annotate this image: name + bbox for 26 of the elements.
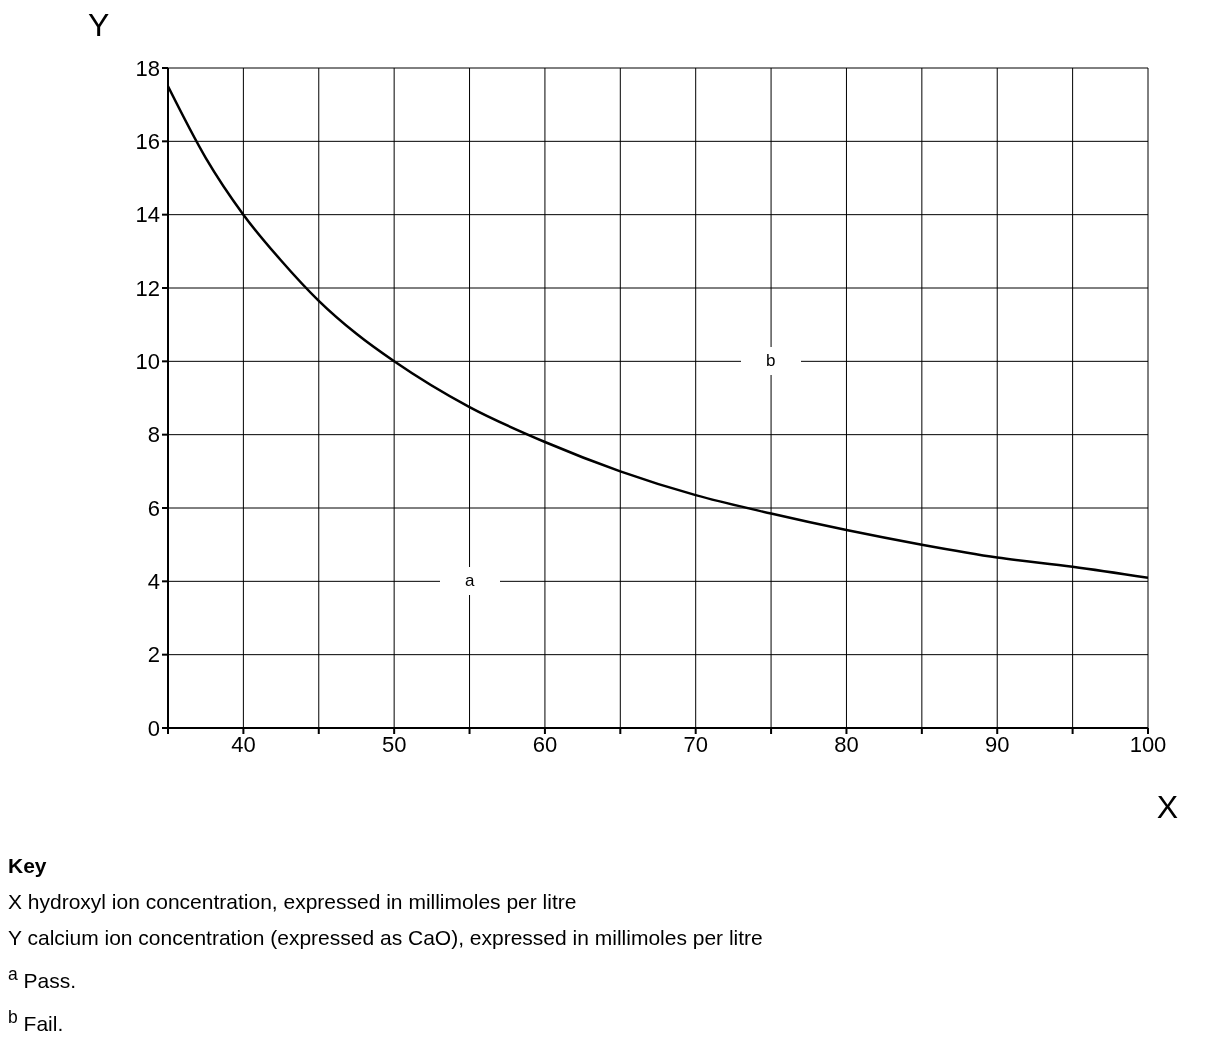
y-tick-label: 4 [147,569,160,595]
text: $^{a}$ Pass. [8,963,78,994]
y-tick-label: 0 [147,715,160,741]
annotation: b [740,347,801,376]
x-tick-label: 70 [683,731,708,757]
y-tick-label: 18 [135,55,160,81]
x-axis-title: X [1156,789,1178,825]
y-tick-label: 6 [147,495,160,521]
x-tick-label: 90 [984,731,1010,757]
y-tick-label: 16 [135,129,160,155]
y-tick-label: 14 [135,202,160,228]
y-tick-label: 12 [135,275,160,301]
text: Y calcium ion concentration (expressed as CaO), expressed in millimoles per litre [8,925,764,951]
annotation: a [439,567,500,596]
y-tick-label: 8 [147,422,160,448]
y-tick-label: 10 [135,349,160,375]
x-tick-label: 60 [532,731,558,757]
y-tick-label: 2 [147,642,160,668]
x-tick-label: 100 [1129,731,1167,757]
x-tick-label: 80 [834,731,859,757]
y-axis-title: Y [88,6,110,43]
text: Key [8,853,48,879]
text: $^{b}$ Fail. [8,1006,65,1037]
text: X hydroxyl ion concentration, expressed in millimoles per litre [8,889,578,915]
x-tick-label: 40 [231,731,256,757]
x-tick-label: 50 [381,731,407,757]
